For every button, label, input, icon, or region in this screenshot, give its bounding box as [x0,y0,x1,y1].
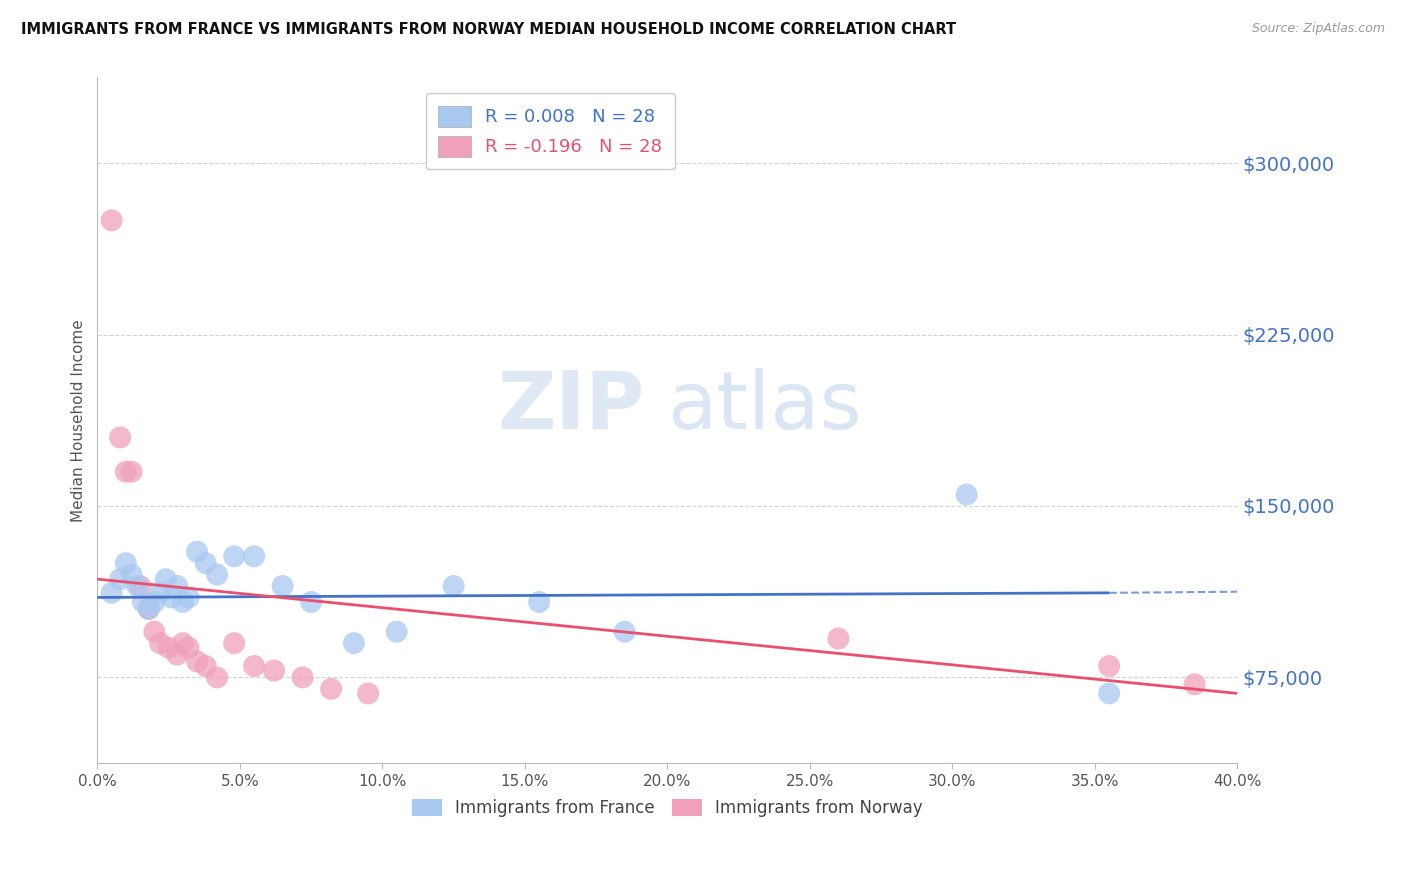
Point [177,640,200,655]
Point [121,465,143,479]
Point [956,487,979,501]
Point [1098,659,1121,673]
Point [243,659,266,673]
Point [319,681,342,696]
Point [205,670,228,684]
Point [224,549,246,564]
Point [166,648,188,662]
Point [194,556,217,570]
Point [172,636,194,650]
Point [100,586,122,600]
Point [443,579,465,593]
Point [194,659,217,673]
Point [205,567,228,582]
Point [613,624,636,639]
Point [1184,677,1206,691]
Point [385,624,408,639]
Point [129,579,152,593]
Point [343,636,366,650]
Point [132,595,155,609]
Point [291,670,314,684]
Point [224,636,246,650]
Point [138,602,160,616]
Text: IMMIGRANTS FROM FRANCE VS IMMIGRANTS FROM NORWAY MEDIAN HOUSEHOLD INCOME CORRELA: IMMIGRANTS FROM FRANCE VS IMMIGRANTS FRO… [21,22,956,37]
Text: Source: ZipAtlas.com: Source: ZipAtlas.com [1251,22,1385,36]
Point [186,545,208,559]
Point [827,632,849,646]
Point [527,595,550,609]
Point [149,636,172,650]
Point [121,567,143,582]
Point [166,579,188,593]
Point [138,602,160,616]
Point [127,579,149,593]
Point [271,579,294,593]
Legend: Immigrants from France, Immigrants from Norway: Immigrants from France, Immigrants from … [405,792,929,823]
Y-axis label: Median Household Income: Median Household Income [72,319,86,522]
Point [1098,686,1121,700]
Point [160,591,183,605]
Point [177,591,200,605]
Point [108,572,131,586]
Point [100,213,122,227]
Point [149,586,172,600]
Point [263,664,285,678]
Point [115,556,138,570]
Point [115,465,138,479]
Point [157,640,180,655]
Point [299,595,322,609]
Point [172,595,194,609]
Text: ZIP: ZIP [498,368,644,446]
Point [155,572,177,586]
Point [357,686,380,700]
Point [143,624,166,639]
Point [143,595,166,609]
Text: atlas: atlas [668,368,862,446]
Point [243,549,266,564]
Point [186,655,208,669]
Point [108,430,131,444]
